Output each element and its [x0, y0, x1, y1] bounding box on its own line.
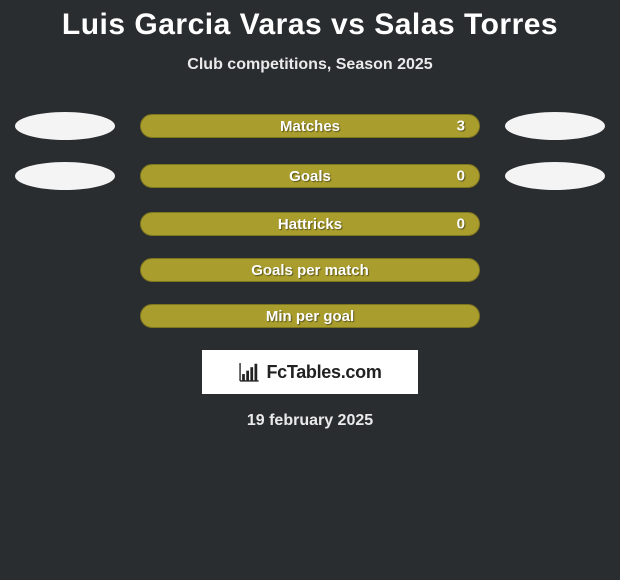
bar-chart-icon — [238, 361, 260, 383]
stat-label: Goals — [289, 168, 331, 185]
right-ellipse-slot — [500, 112, 610, 140]
stat-row: Hattricks 0 — [0, 212, 620, 236]
right-ellipse-slot — [500, 162, 610, 190]
stats-rows: Matches 3 Goals 0 Hattricks 0 Goals per match M… — [0, 112, 620, 328]
stat-row: Goals 0 — [0, 162, 620, 190]
player-left-marker — [15, 162, 115, 190]
stat-value: 0 — [457, 216, 465, 233]
date-label: 19 february 2025 — [0, 412, 620, 430]
logo-text: FcTables.com — [266, 362, 381, 383]
stat-bar: Hattricks 0 — [140, 212, 480, 236]
logo-box: FcTables.com — [202, 350, 418, 394]
stat-bar: Goals per match — [140, 258, 480, 282]
stat-value: 3 — [457, 118, 465, 135]
page-title: Luis Garcia Varas vs Salas Torres — [0, 0, 620, 42]
player-right-marker — [505, 112, 605, 140]
stat-label: Goals per match — [251, 262, 369, 279]
player-right-marker — [505, 162, 605, 190]
stat-label: Matches — [280, 118, 340, 135]
stat-row: Goals per match — [0, 258, 620, 282]
stat-bar: Min per goal — [140, 304, 480, 328]
left-ellipse-slot — [10, 112, 120, 140]
stat-value: 0 — [457, 168, 465, 185]
stat-row: Min per goal — [0, 304, 620, 328]
left-ellipse-slot — [10, 162, 120, 190]
player-left-marker — [15, 112, 115, 140]
stat-label: Min per goal — [266, 308, 354, 325]
stat-row: Matches 3 — [0, 112, 620, 140]
stat-bar: Matches 3 — [140, 114, 480, 138]
stat-bar: Goals 0 — [140, 164, 480, 188]
subtitle: Club competitions, Season 2025 — [0, 56, 620, 74]
stat-label: Hattricks — [278, 216, 342, 233]
